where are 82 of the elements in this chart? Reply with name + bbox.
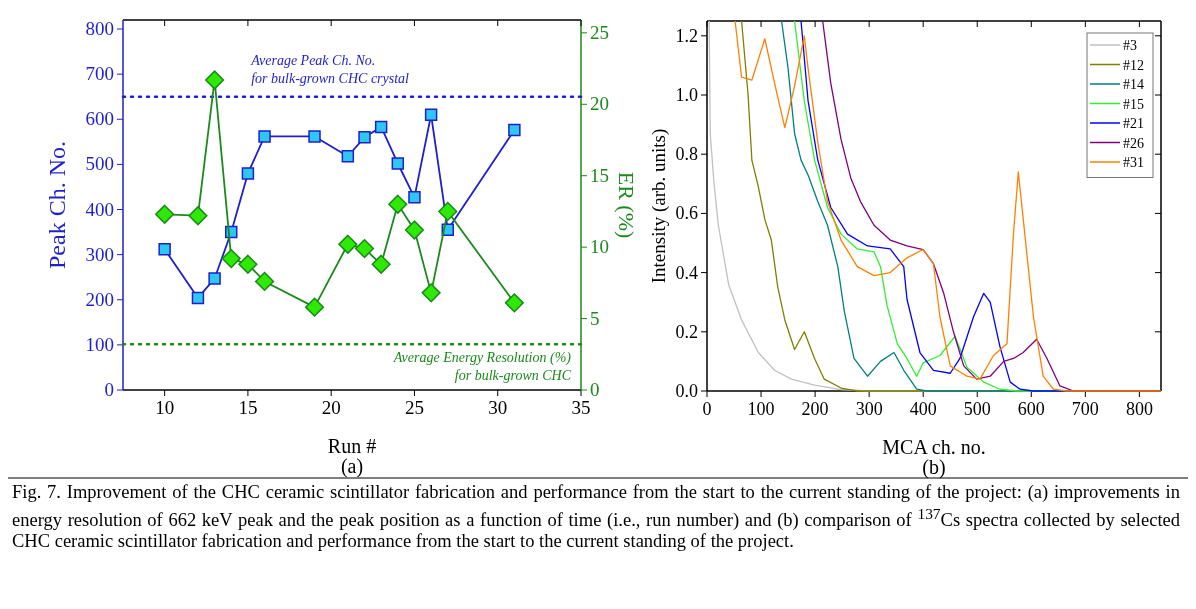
y2-tick-label: 10 bbox=[590, 236, 609, 258]
point bbox=[241, 167, 255, 180]
ref-line-label: Average Peak Ch. No. for bulk-grown CHC crystal bbox=[250, 52, 410, 86]
y-tick-label: 400 bbox=[85, 198, 114, 220]
point bbox=[204, 70, 225, 90]
y-axis-title: Intensity (arb. units) bbox=[648, 128, 670, 284]
x-tick-label: 100 bbox=[747, 399, 775, 419]
x-tick-label: 700 bbox=[1071, 399, 1099, 419]
point bbox=[388, 194, 408, 214]
y-tick-label: 200 bbox=[85, 288, 114, 310]
point bbox=[221, 248, 241, 269]
y2-tick-label: 0 bbox=[590, 379, 600, 400]
legend-label: #15 bbox=[1123, 96, 1144, 112]
x-tick-label: 30 bbox=[488, 397, 508, 418]
y-tick-label: 600 bbox=[85, 108, 114, 130]
x-tick-label: 15 bbox=[238, 397, 258, 418]
y-tick-label: 500 bbox=[85, 153, 114, 175]
text: Fig. 7. Improvement of the CHC ceramic scintillator fabrication and performance from the start to the current standing of the project: (a) improvements in energy resolution of 662 keV peak and the peak position as a function of time (i.e., run number) and (b) comparison of $^{137}$Cs spectra collected by selected CHC ceramic scintillator fabrication and performance from the start to the current standing of the project. bbox=[12, 482, 1180, 552]
point bbox=[354, 238, 375, 259]
point bbox=[421, 283, 441, 303]
y-tick-label: 0.2 bbox=[675, 321, 698, 342]
y-tick-label: 0.0 bbox=[675, 381, 698, 401]
legend-label: #12 bbox=[1123, 57, 1144, 73]
x-axis-title: MCA ch. no. bbox=[882, 436, 986, 458]
y2-tick-label: 15 bbox=[590, 164, 609, 186]
point bbox=[158, 242, 171, 256]
x-tick-label: 300 bbox=[855, 399, 883, 419]
legend-label: #3 bbox=[1123, 38, 1137, 53]
legend-label: #26 bbox=[1123, 135, 1144, 151]
x-tick-label: 20 bbox=[321, 397, 341, 418]
point bbox=[308, 130, 321, 143]
x-tick-label: 600 bbox=[1017, 399, 1045, 419]
ref-line-label: Average Energy Resolution (%) for bulk-grown CHC bbox=[392, 350, 572, 384]
x-tick-label: 200 bbox=[801, 399, 829, 419]
legend-label: #21 bbox=[1123, 116, 1144, 131]
y-tick-label: 1.2 bbox=[675, 25, 698, 46]
point bbox=[508, 123, 521, 137]
point bbox=[188, 206, 208, 226]
text: (a) bbox=[340, 455, 364, 478]
x-tick-label: 400 bbox=[909, 399, 937, 419]
point bbox=[155, 204, 175, 224]
x-tick-label: 0 bbox=[702, 399, 712, 419]
y-tick-label: 0.8 bbox=[675, 144, 698, 165]
point bbox=[341, 150, 355, 163]
point bbox=[208, 272, 221, 285]
point bbox=[254, 271, 275, 292]
y-tick-label: 0.6 bbox=[675, 203, 698, 224]
legend-label: #31 bbox=[1123, 155, 1144, 170]
point bbox=[404, 220, 425, 240]
y-axis-title: Peak Ch. No. bbox=[44, 141, 70, 269]
x-tick-label: 10 bbox=[155, 397, 175, 418]
legend-label: #14 bbox=[1123, 77, 1144, 92]
x-tick-label: 800 bbox=[1125, 399, 1153, 419]
y2-axis-title: ER (%) bbox=[614, 171, 639, 239]
text: (b) bbox=[922, 456, 946, 479]
point bbox=[371, 254, 391, 274]
point bbox=[408, 191, 421, 204]
x-tick-label: 35 bbox=[571, 397, 591, 418]
y-tick-label: 300 bbox=[85, 243, 114, 265]
y2-tick-label: 5 bbox=[590, 307, 600, 329]
point bbox=[504, 293, 524, 313]
y-tick-label: 0.4 bbox=[675, 262, 698, 283]
y-tick-label: 0 bbox=[104, 379, 114, 400]
x-axis-title: Run # bbox=[327, 435, 377, 457]
y-tick-label: 1.0 bbox=[675, 85, 698, 105]
y2-tick-label: 25 bbox=[590, 21, 609, 43]
y2-tick-label: 20 bbox=[590, 93, 609, 115]
point bbox=[338, 234, 358, 254]
point bbox=[374, 120, 388, 134]
point bbox=[424, 108, 438, 121]
point bbox=[238, 254, 258, 274]
y-tick-label: 800 bbox=[85, 18, 114, 40]
x-tick-label: 25 bbox=[404, 397, 424, 418]
x-tick-label: 500 bbox=[963, 399, 991, 419]
y-tick-label: 700 bbox=[85, 63, 114, 85]
point bbox=[391, 157, 405, 170]
point bbox=[258, 130, 271, 143]
point bbox=[304, 297, 325, 317]
point bbox=[191, 291, 205, 305]
y-tick-label: 100 bbox=[85, 333, 114, 355]
point bbox=[438, 201, 458, 222]
point bbox=[358, 131, 371, 144]
